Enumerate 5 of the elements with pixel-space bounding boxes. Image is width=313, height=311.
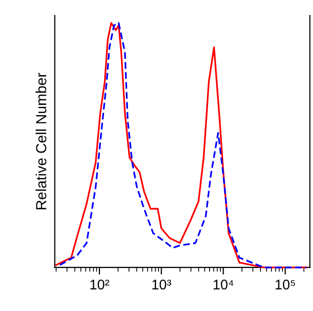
- x-tick-label: 10⁴: [214, 280, 234, 290]
- x-tick-label: 10²: [90, 280, 110, 290]
- y-axis-title: Relative Cell Number: [36, 72, 46, 210]
- x-tick-label: 10³: [152, 280, 172, 290]
- x-tick-label: 10⁵: [276, 280, 295, 290]
